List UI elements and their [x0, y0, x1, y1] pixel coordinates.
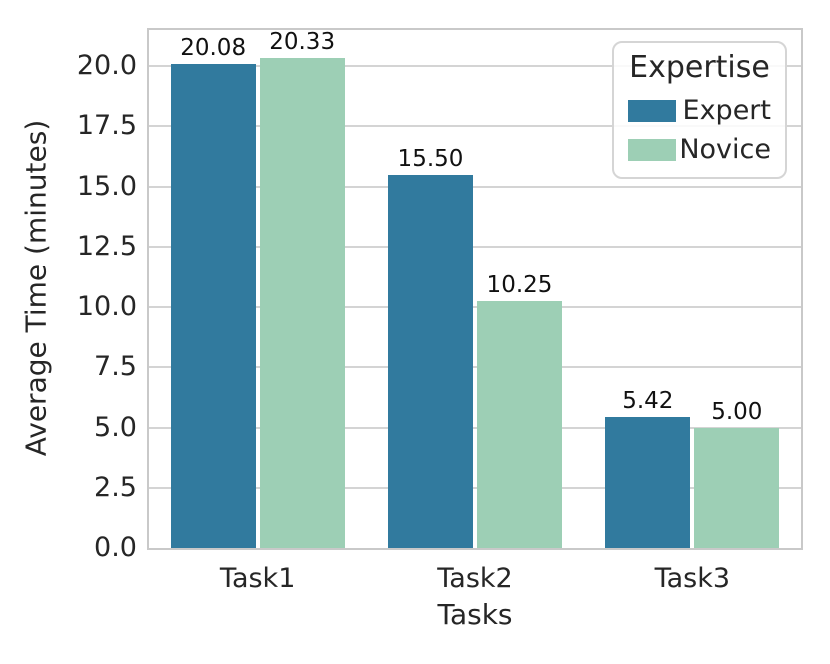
y-tick-label: 10.0	[76, 291, 137, 323]
gridline	[149, 125, 801, 128]
bar-value-label: 20.08	[180, 35, 247, 62]
gridlines	[149, 30, 801, 548]
bar-novice-task1: 20.33	[259, 29, 345, 548]
legend: Expertise Expert Novice	[612, 41, 787, 179]
gridline	[149, 366, 801, 369]
y-tick-label: 20.0	[76, 50, 137, 82]
gridline	[149, 65, 801, 68]
bar-value-label: 20.33	[269, 29, 336, 56]
x-tick-label: Task1	[219, 563, 296, 594]
gridline	[149, 185, 801, 188]
y-tick-label: 17.5	[76, 110, 137, 142]
legend-entry-label: Expert	[682, 95, 771, 126]
y-tick-label: 15.0	[76, 170, 137, 202]
bar-group: 5.42 5.00	[584, 30, 801, 548]
x-tick-label: Task3	[654, 563, 731, 594]
y-tick-label: 12.5	[76, 230, 137, 262]
legend-entry-label: Novice	[679, 134, 771, 165]
bar-value-label: 10.25	[486, 272, 553, 299]
x-axis-label: Tasks	[437, 598, 513, 631]
bar-group: 15.50 10.25	[366, 30, 583, 548]
gridline	[149, 245, 801, 248]
gridline	[149, 306, 801, 309]
y-tick-label: 5.0	[94, 411, 137, 443]
legend-entry-novice: Novice	[626, 134, 773, 165]
bar-value-label: 15.50	[397, 145, 464, 172]
bar-expert-task1: 20.08	[170, 35, 256, 548]
bar-value-label: 5.42	[622, 388, 674, 415]
plot-area: 20.08 20.33 15.50 10.25 5.42 5.00	[147, 28, 803, 550]
y-tick-label: 7.5	[94, 351, 137, 383]
novice-color-swatch	[628, 138, 676, 161]
bars: 20.08 20.33 15.50 10.25 5.42 5.00	[149, 29, 801, 548]
x-tick-label: Task2	[437, 563, 513, 594]
bar-group: 20.08 20.33	[149, 29, 366, 548]
bar-expert-task3: 5.42	[605, 388, 691, 548]
bar-novice-task3: 5.00	[694, 399, 780, 548]
bar-expert-task2: 15.50	[387, 146, 473, 548]
legend-title: Expertise	[629, 50, 770, 85]
gridline	[149, 486, 801, 489]
gridline	[149, 426, 801, 429]
bar-novice-task2: 10.25	[476, 272, 562, 548]
bar-value-label: 5.00	[711, 398, 763, 425]
y-tick-label: 2.5	[94, 471, 137, 503]
legend-entry-expert: Expert	[626, 95, 773, 126]
y-axis-label: Average Time (minutes)	[19, 119, 53, 457]
y-tick-label: 0.0	[94, 532, 137, 563]
expert-color-swatch	[628, 99, 676, 122]
